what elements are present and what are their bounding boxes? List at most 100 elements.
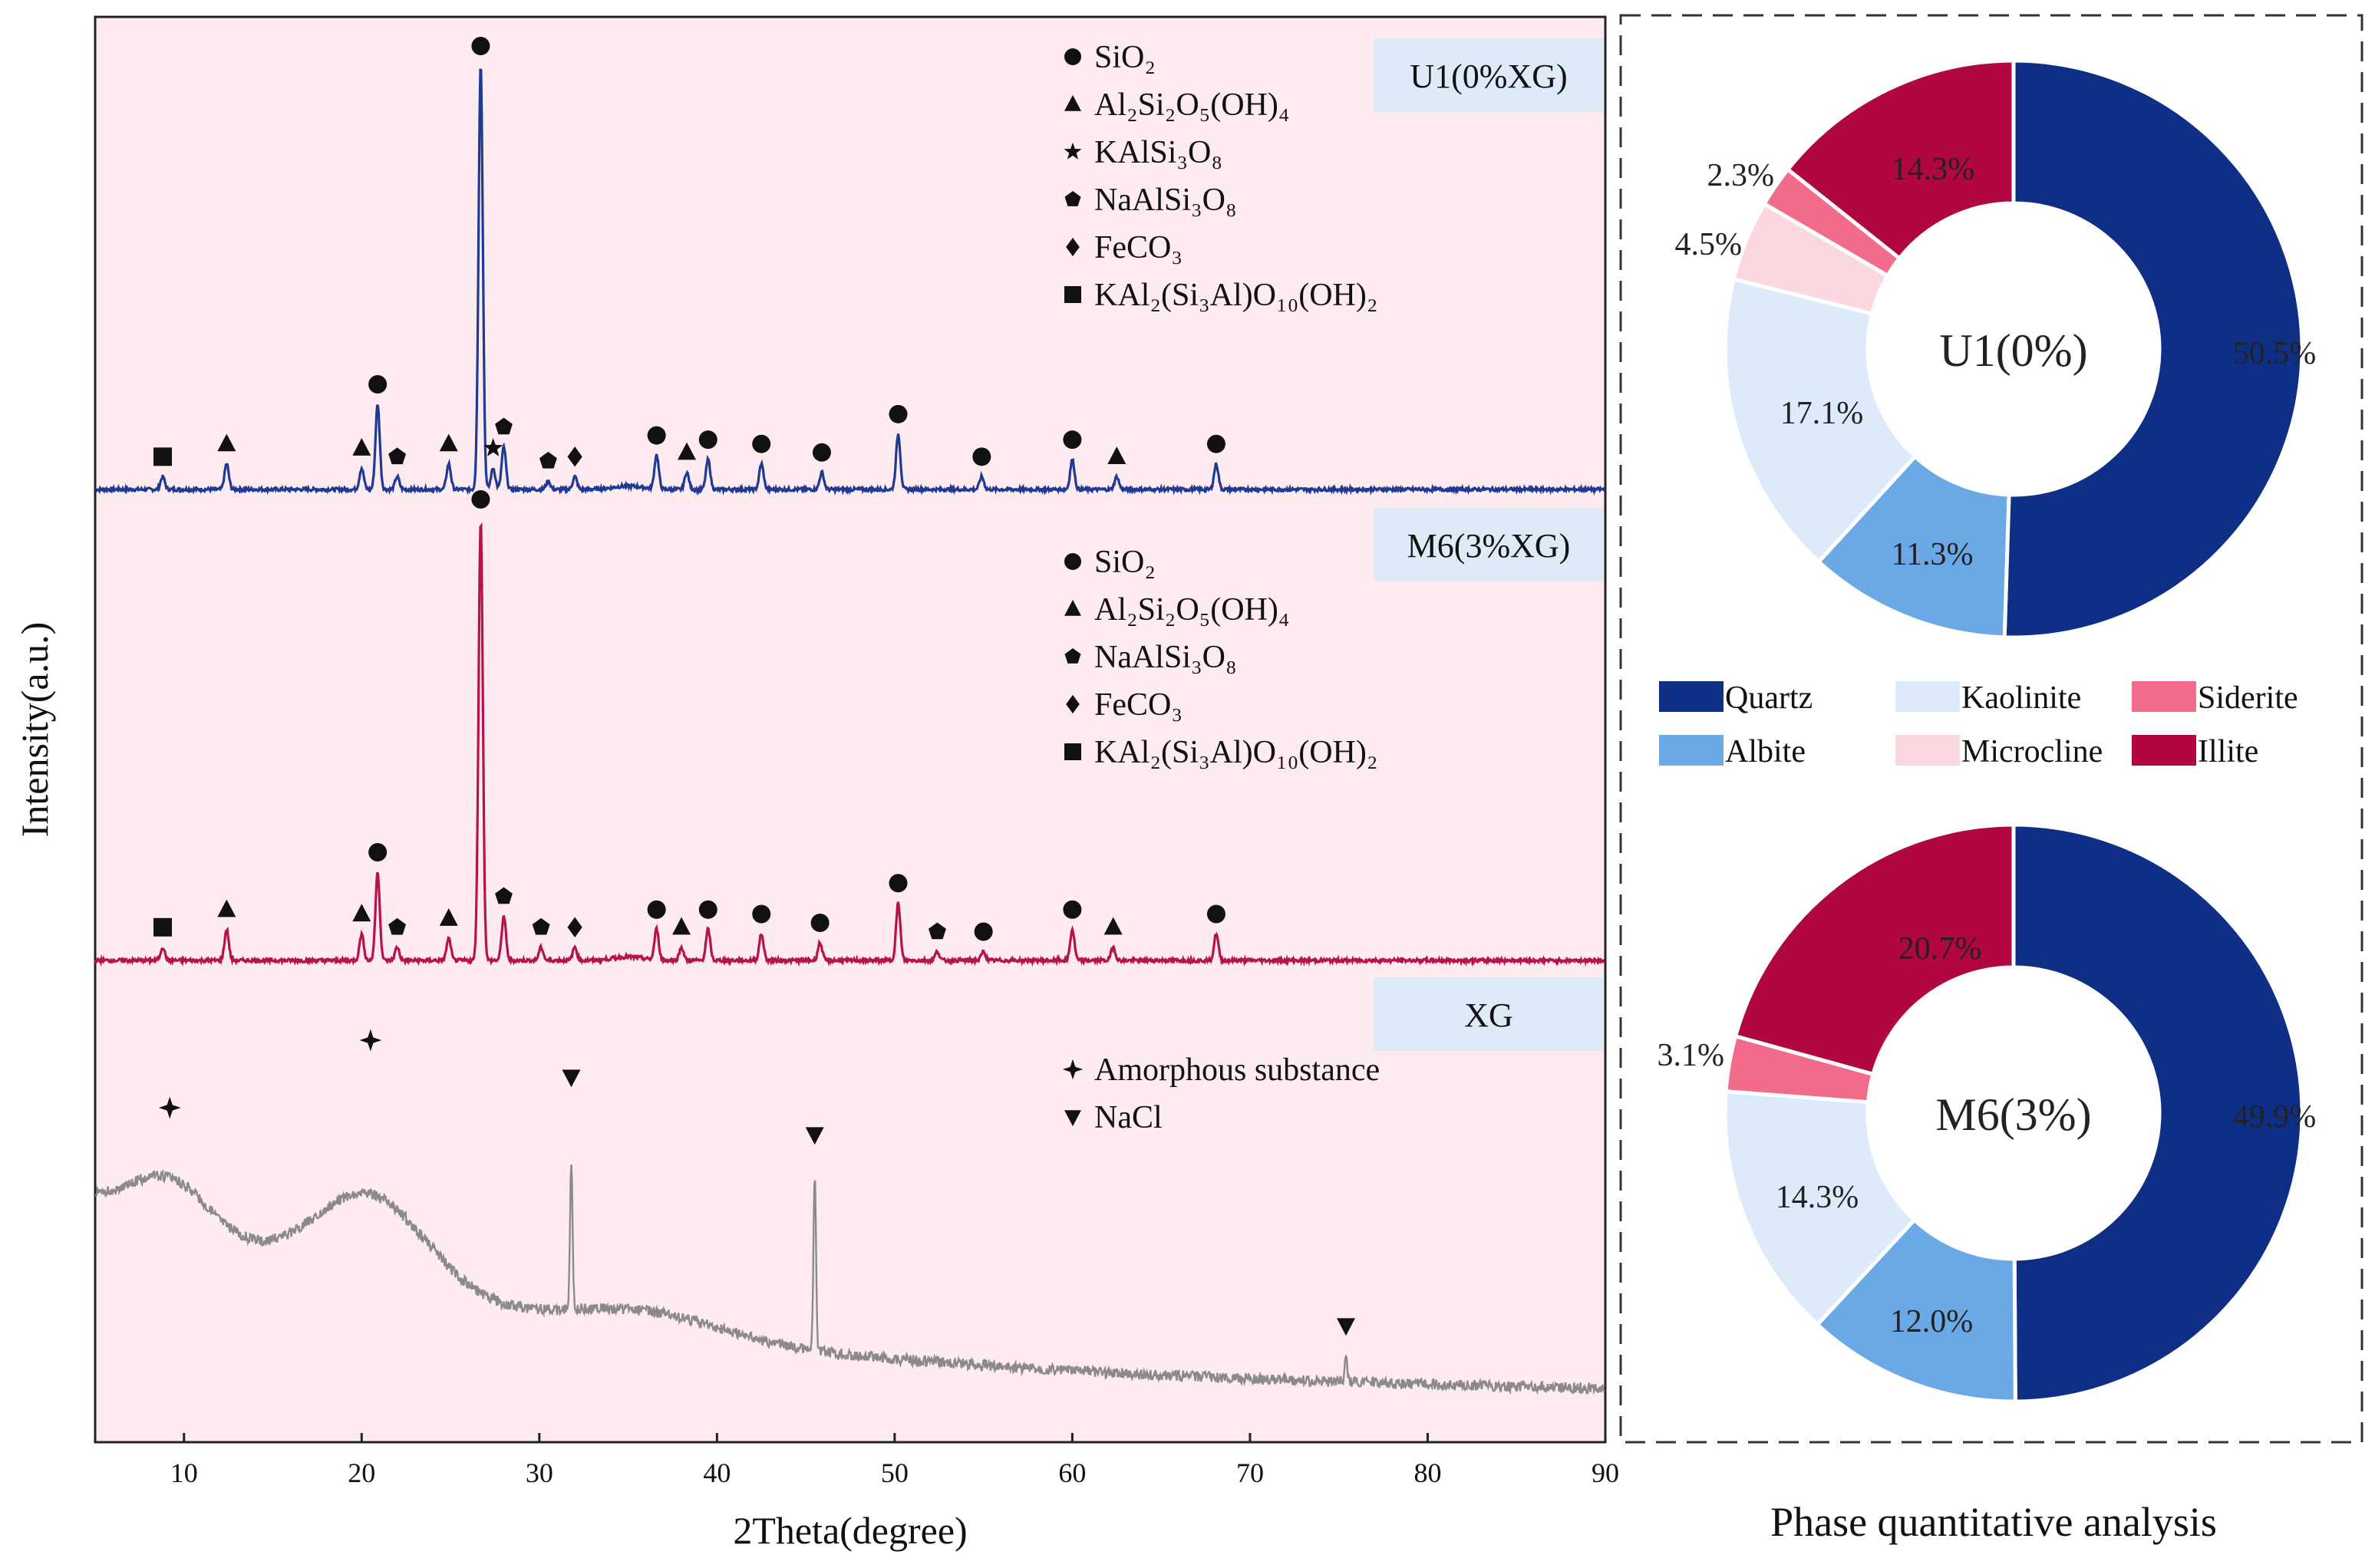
peak-marker-circle (1063, 900, 1082, 919)
slice-label: 3.1% (1658, 1038, 1725, 1073)
legend-label: Al₂Si₂O₅(OH)₄ (1094, 87, 1290, 123)
peak-marker-circle (368, 843, 388, 861)
peak-marker-pentagon (388, 447, 406, 465)
peak-marker-circle (752, 434, 771, 453)
peak-marker-diamond (567, 446, 582, 467)
peak-marker-triangle (352, 904, 371, 922)
legend-label: Al₂Si₂O₅(OH)₄ (1094, 592, 1290, 628)
peak-marker-square (153, 447, 172, 466)
peak-marker-cross (158, 1096, 181, 1119)
legend-marker-diamond (1066, 694, 1080, 714)
phase-donut-charts: 50.5% 11.3% 17.1% 4.5% 2.3% 14.3% U1(0%) 49.9% 1… (1658, 58, 2317, 1404)
slice-label: 49.9% (2233, 1099, 2317, 1135)
peak-marker-circle (647, 900, 666, 919)
legend-label: FeCO₃ (1094, 687, 1183, 723)
x-axis: 10 20 30 40 50 60 70 80 90 (170, 1433, 1619, 1488)
peak-marker-circle (889, 404, 908, 423)
peak-marker-circle (810, 914, 830, 932)
peak-marker-circle (471, 490, 490, 509)
peak-marker-square (153, 917, 172, 937)
xrd-line-1 (94, 522, 1606, 967)
xrd-line-0 (94, 68, 1605, 496)
phase-legend: Quartz Kaolinite Siderite Albite Microcline I… (1659, 680, 2298, 769)
legend-label: Illite (2198, 734, 2258, 769)
peak-marker-circle (972, 447, 991, 466)
legend-swatch-albite (1659, 735, 1724, 766)
legend-marker-inv-triangle (1064, 1110, 1081, 1127)
slice-label: 14.3% (1892, 152, 1975, 187)
donut-center-label: U1(0%) (1939, 325, 2087, 376)
xrd-line-2 (94, 1164, 1605, 1395)
legend-swatch-siderite (2132, 681, 2196, 712)
x-tick-label: 40 (703, 1458, 731, 1488)
donut-slice-illite (1733, 822, 2016, 1077)
legend-marker-pentagon (1064, 191, 1081, 206)
slice-label: 2.3% (1707, 158, 1775, 193)
sample-label: M6(3%XG) (1407, 527, 1571, 565)
peak-marker-diamond (567, 917, 582, 937)
slice-label: 20.7% (1898, 931, 1982, 967)
legend-swatch-illite (2132, 735, 2196, 766)
x-tick-label: 50 (881, 1458, 909, 1488)
legend-label: SiO₂ (1094, 545, 1156, 580)
xrd-sample-labels: U1(0%XG) M6(3%XG) XG (1374, 38, 1604, 1051)
legend-label: Siderite (2198, 680, 2298, 716)
sample-label-box (1374, 977, 1604, 1051)
sample-label: U1(0%XG) (1410, 58, 1567, 95)
sample-label-box (1374, 508, 1604, 581)
x-tick-label: 10 (170, 1458, 198, 1488)
donut-slice-illite (1785, 58, 2016, 262)
legend-label: Amorphous substance (1094, 1052, 1380, 1088)
legend-swatch-microcline (1895, 735, 1960, 766)
peak-marker-pentagon (929, 922, 946, 940)
legend-label: Kaolinite (1961, 680, 2081, 716)
peak-marker-triangle (1103, 917, 1123, 935)
legend-marker-circle (1064, 553, 1081, 570)
peak-marker-circle (698, 900, 717, 919)
x-tick-label: 90 (1592, 1458, 1619, 1488)
sample-label: XG (1464, 996, 1513, 1034)
peak-marker-circle (974, 922, 993, 941)
donut-slice-albite (1816, 453, 2011, 640)
peak-marker-triangle (217, 899, 236, 917)
legend-marker-circle (1064, 48, 1081, 65)
xrd-legends: SiO₂ Al₂Si₂O₅(OH)₄ KAlSi₃O₈ NaAlSi₃O₈ FeCO₃ K… (1062, 40, 1380, 1135)
x-axis-label: 2Theta(degree) (733, 1509, 967, 1552)
donut-slice-quartz (2002, 58, 2304, 640)
legend-label: Microcline (1961, 734, 2103, 769)
x-tick-label: 70 (1236, 1458, 1264, 1488)
peak-marker-circle (647, 426, 666, 445)
y-axis-label: Intensity(a.u.) (13, 622, 56, 837)
legend-label: SiO₂ (1094, 40, 1156, 75)
donut-slice-quartz (2011, 822, 2304, 1404)
peak-marker-circle (698, 430, 717, 450)
slice-label: 50.5% (2233, 336, 2317, 371)
xrd-patterns (94, 68, 1606, 1395)
peak-marker-pentagon (388, 917, 406, 935)
xrd-plot-background (95, 17, 1605, 1442)
donut-center-label: M6(3%) (1935, 1089, 2091, 1140)
legend-marker-square (1064, 743, 1081, 760)
legend-marker-pentagon (1064, 648, 1081, 664)
peak-marker-circle (368, 375, 388, 394)
donut-1: 49.9% 12.0% 14.3% 3.1% 20.7% M6(3%) (1658, 822, 2317, 1404)
slice-label: 11.3% (1892, 537, 1974, 572)
legend-label: KAl₂(Si₃Al)O₁₀(OH)₂ (1094, 735, 1378, 770)
peak-marker-pentagon (495, 417, 513, 435)
legend-label: FeCO₃ (1094, 230, 1183, 265)
peak-marker-inv-triangle (562, 1069, 581, 1088)
legend-label: NaCl (1094, 1100, 1163, 1135)
peak-marker-triangle (439, 908, 458, 926)
legend-swatch-quartz (1659, 681, 1724, 712)
peak-marker-pentagon (539, 451, 557, 469)
slice-label: 14.3% (1776, 1180, 1859, 1215)
peak-marker-star (483, 438, 503, 456)
peak-marker-pentagon (495, 887, 513, 904)
peak-marker-inv-triangle (1336, 1318, 1355, 1336)
sample-label-box (1374, 38, 1604, 112)
peak-marker-triangle (217, 433, 236, 452)
x-tick-label: 30 (526, 1458, 553, 1488)
legend-label: NaAlSi₃O₈ (1094, 640, 1237, 675)
legend-marker-square (1064, 286, 1081, 303)
legend-marker-triangle (1064, 94, 1081, 111)
